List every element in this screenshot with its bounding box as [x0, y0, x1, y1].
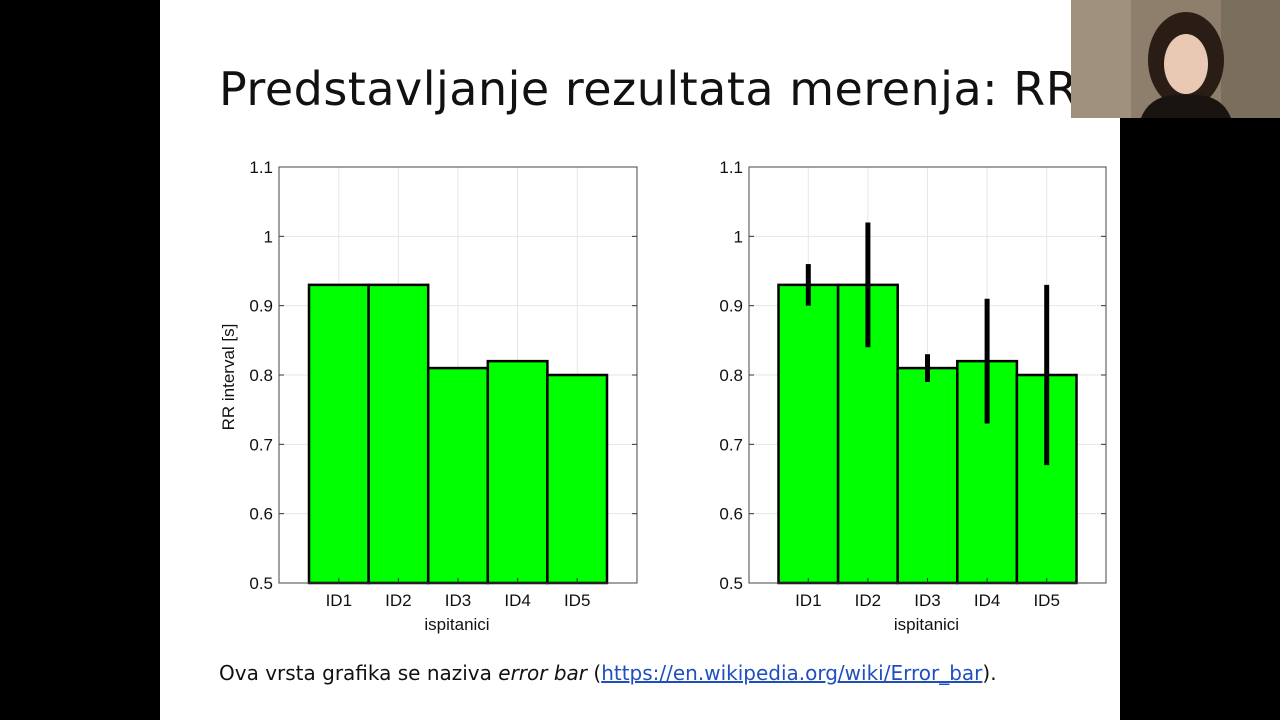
slide-footer: Ova vrsta grafika se naziva error bar (h…	[219, 661, 997, 685]
footer-italic-term: error bar	[498, 661, 588, 685]
footer-open-paren: (	[587, 661, 602, 685]
xtick-label: ID2	[385, 591, 411, 610]
footer-close-paren: ).	[982, 661, 997, 685]
ytick-label: 0.7	[719, 435, 743, 454]
ytick-label: 0.7	[249, 435, 273, 454]
ytick-label: 1	[264, 227, 273, 246]
y-axis-label: RR interval [s]	[219, 324, 238, 431]
presenter-webcam	[1071, 0, 1280, 118]
x-axis-label: ispitanici	[424, 615, 489, 634]
bar-id3	[426, 366, 490, 585]
ytick-label: 0.6	[249, 505, 273, 524]
xtick-label: ID4	[504, 591, 530, 610]
bar-id4	[486, 359, 549, 585]
bar-id2	[367, 283, 430, 585]
bar-id1	[777, 283, 840, 585]
bar-id3	[896, 366, 959, 585]
bar-id5	[546, 373, 609, 585]
ytick-label: 0.5	[719, 574, 743, 593]
ytick-label: 0.8	[249, 366, 273, 385]
ytick-label: 1.1	[249, 158, 273, 177]
xtick-label: ID3	[914, 591, 940, 610]
ytick-label: 1.1	[719, 158, 743, 177]
ytick-label: 0.8	[719, 366, 743, 385]
bar-id1	[307, 283, 370, 585]
ytick-label: 0.9	[719, 297, 743, 316]
xtick-label: ID2	[855, 591, 881, 610]
ytick-label: 0.6	[719, 505, 743, 524]
xtick-label: ID4	[974, 591, 1000, 610]
xtick-label: ID5	[564, 591, 590, 610]
xtick-label: ID1	[795, 591, 821, 610]
ytick-label: 0.9	[249, 297, 273, 316]
xtick-label: ID1	[326, 591, 352, 610]
ytick-label: 0.5	[249, 574, 273, 593]
xtick-label: ID3	[445, 591, 471, 610]
wikipedia-link[interactable]: https://en.wikipedia.org/wiki/Error_bar	[601, 661, 983, 685]
footer-text: Ova vrsta grafika se naziva	[219, 661, 499, 685]
x-axis-label: ispitanici	[894, 615, 959, 634]
ytick-label: 1	[734, 227, 743, 246]
xtick-label: ID5	[1033, 591, 1059, 610]
slide-title: Predstavljanje rezultata merenja: RR	[219, 62, 1079, 116]
